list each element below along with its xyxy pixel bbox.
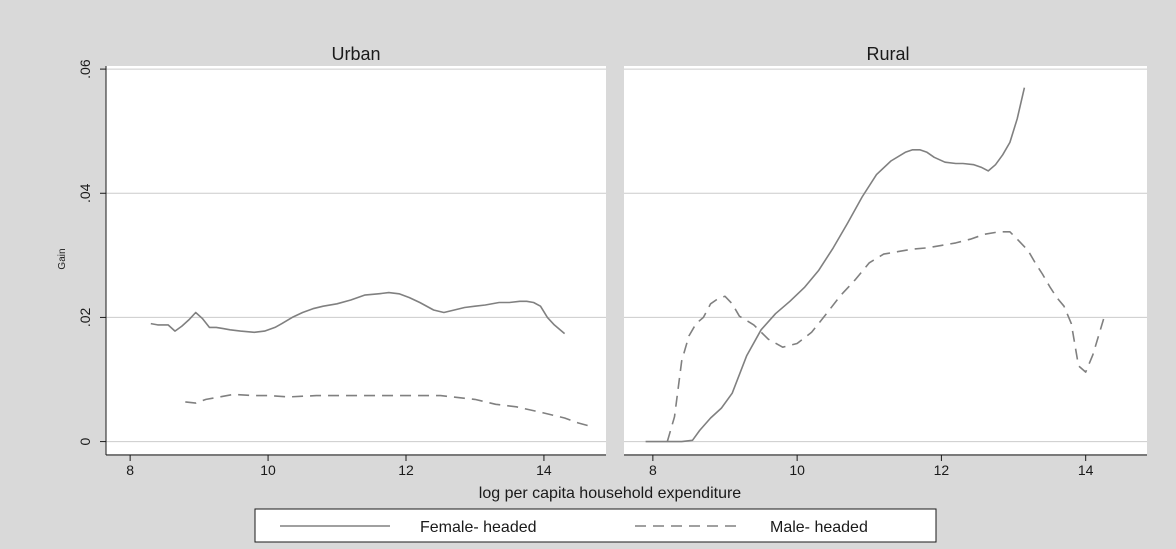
series-rural-female-line bbox=[645, 87, 1026, 443]
y-tick-label-1: .04 bbox=[77, 183, 93, 203]
y-tick-label-0: .06 bbox=[77, 59, 93, 79]
legend-male-label: Male- headed bbox=[770, 519, 868, 536]
plot-area-urban bbox=[106, 66, 606, 454]
x-tick-label-rural-2: 12 bbox=[934, 462, 950, 478]
series-rural-male-line bbox=[666, 231, 1105, 442]
y-tick-label-2: .02 bbox=[77, 307, 93, 327]
x-tick-label-urban-3: 14 bbox=[536, 462, 552, 478]
series-urban-male-line bbox=[185, 393, 593, 428]
plot-area-rural bbox=[624, 66, 1147, 454]
y-tick-label-3: 0 bbox=[77, 437, 93, 445]
panel-title-urban: Urban bbox=[331, 44, 380, 64]
gridlines bbox=[106, 68, 1147, 443]
x-tick-label-rural-1: 10 bbox=[789, 462, 805, 478]
x-tick-label-rural-3: 14 bbox=[1078, 462, 1094, 478]
series-urban-female-line bbox=[150, 291, 566, 335]
x-tick-label-urban-0: 8 bbox=[126, 462, 134, 478]
axes: 8 10 12 14 .06 .04 .02 0 8 10 12 14 bbox=[77, 59, 1147, 478]
x-tick-label-rural-0: 8 bbox=[649, 462, 657, 478]
legend-female-label: Female- headed bbox=[420, 519, 537, 536]
panel-title-rural: Rural bbox=[866, 44, 909, 64]
x-tick-label-urban-2: 12 bbox=[398, 462, 414, 478]
y-axis-title: Gain bbox=[57, 248, 68, 269]
x-tick-label-urban-1: 10 bbox=[260, 462, 276, 478]
series-lines bbox=[150, 87, 1105, 443]
x-axis-title: log per capita household expenditure bbox=[479, 485, 742, 502]
legend: Female- headed Male- headed bbox=[254, 508, 937, 543]
